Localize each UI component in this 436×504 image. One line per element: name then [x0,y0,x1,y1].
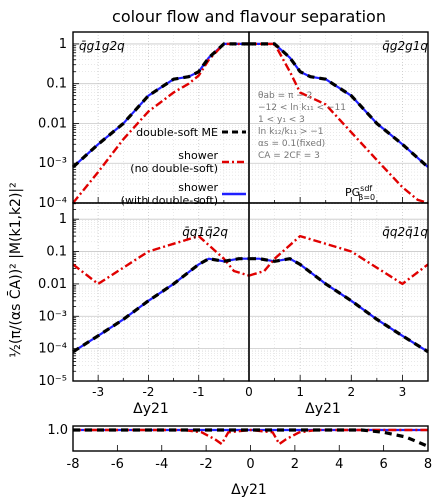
y-tick-label: 10⁻⁵ [38,374,67,389]
ratio-x-tick-label: 8 [424,457,432,472]
panel-frame [72,31,250,204]
ratio-series-me-line [73,428,428,448]
y-tick-label: 10⁻⁴ [38,196,67,211]
series-me-line [249,42,430,169]
x-tick-label: -2 [142,385,154,399]
y-tick-label: 0.01 [38,116,67,131]
series-shower-no-line [249,42,429,205]
ratio-y-tick-label: 1.0 [47,423,68,438]
series-shower-no-line [248,234,429,286]
x-tick-label: -3 [92,385,104,399]
y-tick-label: 0.1 [46,245,67,260]
ratio-x-tick-label: -8 [67,457,80,472]
info-line-6: CA = 2CF = 3 [258,151,320,161]
series-me-line [249,257,429,354]
info-box: θab = π − 2 −12 < ln k₁₁ < −11 1 < y₁ < … [258,91,346,161]
info-line-2: −12 < ln k₁₁ < −11 [258,103,346,113]
legend-label-me: double-soft ME [136,126,218,139]
y-tick-label: 0.01 [38,277,67,292]
legend-label-shower-with-2: (with double-soft) [121,194,218,207]
y-tick-label: 10⁻³ [38,309,67,324]
series-me-line [71,42,249,169]
ratio-x-tick-label: 6 [379,457,387,472]
series-shower-no-line [72,42,249,204]
legend-label-shower-with-1: shower [178,181,218,194]
panel-middle-right: 1 2 3 [248,202,429,399]
x-tick-label: 3 [399,385,407,399]
x-axis-label-left: Δy21 [133,401,169,417]
panel-top-left: 1 0.1 0.01 10⁻³ 10⁻⁴ [38,31,250,211]
x-tick-label: 1 [296,385,304,399]
y-tick-label: 10⁻³ [38,156,67,171]
panel-label-top-left: q̄g1g2q [79,39,125,53]
legend: double-soft ME shower (no double-soft) s… [121,126,375,207]
ratio-x-tick-label: 2 [291,457,299,472]
ratio-series-group [73,428,428,448]
ratio-x-tick-label: 4 [335,457,343,472]
ratio-series-shower-no-line [73,428,428,446]
x-tick-label: 0 [245,385,253,399]
series-shower-with-line [72,42,249,168]
x-axis-label-right: Δy21 [305,401,341,417]
x-tick-label: -1 [193,385,205,399]
legend-label-shower-no-2: (no double-soft) [130,162,218,175]
ratio-x-tick-label: -2 [200,457,213,472]
x-tick-label: 2 [347,385,355,399]
series-shower-no-line [72,234,250,286]
legend-pg-label: PGsdf β=0 [345,184,375,202]
chart-title: colour flow and flavour separation [112,7,386,26]
info-line-3: 1 < y₁ < 3 [258,115,305,125]
y-tick-label: 0.1 [46,77,67,92]
panel-ratio: 1.0 -8 -6 -4 -2 0 2 4 6 8 [47,423,432,472]
series-me-line [72,257,249,354]
ratio-x-tick-label: -6 [111,457,124,472]
panel-middle-left: 1 0.1 0.01 10⁻³ 10⁻⁴ 10⁻⁵ -3 -2 -1 0 [38,202,253,399]
info-line-1: θab = π − 2 [258,91,312,101]
y-tick-label: 1 [59,37,67,52]
info-line-5: αs = 0.1(fixed) [258,139,325,149]
y-tick-label: 1 [59,212,67,227]
panel-label-middle-left: q̄q1q̄2q [182,225,228,239]
panel-label-middle-right: q̄q2q̄1q [382,225,428,239]
panel-frame [248,202,429,382]
info-line-4: ln k₁₂/k₁₁ > −1 [258,127,323,137]
ratio-x-tick-label: 0 [246,457,254,472]
y-tick-label: 10⁻⁴ [38,342,67,357]
x-axis-label-ratio: Δy21 [231,482,267,498]
series-shower-with-line [249,257,429,353]
y-axis-label: ½(π/(αs C̄A))² |M(k1,k2)|² [6,182,24,357]
panel-label-top-right: q̄g2g1q [382,39,428,53]
legend-label-shower-no-1: shower [178,149,218,162]
ratio-x-tick-label: -4 [155,457,168,472]
series-shower-with-line [72,257,249,353]
